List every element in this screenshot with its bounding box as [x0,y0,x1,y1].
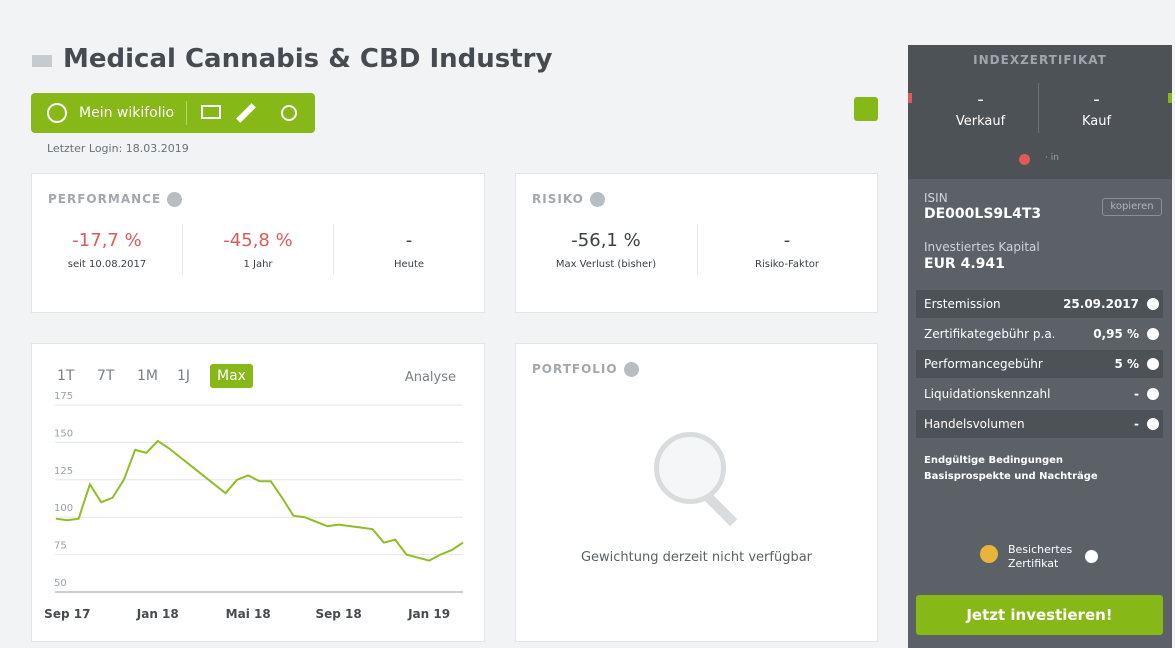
row-value: - [1134,417,1139,431]
divider [186,101,187,125]
last-login: Letzter Login: 18.03.2019 [47,142,189,155]
range-tab[interactable]: 1T [57,368,75,384]
info-icon [1147,388,1159,400]
info-icon [1147,328,1159,340]
sidebar-title: INDEXZERTIFIKAT [973,53,1107,67]
x-tick-label: Sep 18 [316,607,362,621]
info-icon [1147,358,1159,370]
range-tab[interactable]: 1M [137,368,158,384]
range-tab[interactable]: Max [210,364,253,388]
share-button[interactable] [281,105,297,121]
row-value: 0,95 % [1093,327,1139,341]
info-row: Performancegebühr 5 % [916,350,1163,378]
buy-value: - [1093,89,1100,110]
search-icon [654,432,726,504]
row-label: Erstemission [924,297,1001,311]
performance-card: PERFORMANCE -17,7 % seit 10.08.2017 -45,8… [31,173,485,313]
isin-label: ISIN [924,191,948,205]
info-icon [1147,298,1159,310]
mein-wikifolio-button[interactable]: Mein wikifolio [79,105,175,121]
portfolio-title: PORTFOLIO [532,362,618,376]
x-tick-label: Jan 19 [407,607,450,621]
label: Max Verlust (bisher) [555,259,657,270]
toolbar: Mein wikifolio [31,93,315,133]
chart-button[interactable] [854,97,878,121]
link[interactable]: Basisprospekte und Nachträge [924,471,1098,482]
copy-button[interactable]: kopieren [1102,198,1162,216]
range-tab[interactable]: 7T [97,368,115,384]
label: Risiko-Faktor [755,259,819,270]
analysis-button[interactable]: Analyse [404,370,456,385]
sell-value: - [977,89,984,110]
chart: 50 75 100 125 150 175 Sep 17 Jan 18 Mai 18 Sep 18… [44,391,464,621]
invest-button[interactable]: Jetzt investieren! [916,595,1163,635]
row-value: 5 % [1114,357,1139,371]
y-tick-label: 50 [54,578,67,589]
value: -56,1 % [571,230,641,251]
y-tick-label: 150 [54,428,73,439]
badge-icon [980,545,998,563]
y-tick-label: 175 [54,391,73,402]
label: 1 Jahr [243,259,273,270]
range-tab[interactable]: 1J [177,368,191,384]
y-tick-label: 75 [54,541,67,552]
isin: DE000LS9L4T3 [924,206,1042,222]
capital-label: Investiertes Kapital [924,240,1040,254]
risk-title: RISIKO [532,192,584,206]
info-row: Handelsvolumen - [916,410,1163,438]
price-panel: INDEXZERTIFIKAT - Verkauf - Kauf · in [908,45,1172,179]
portfolio-message: Gewichtung derzeit nicht verfügbar [580,550,813,565]
logo-icon [32,55,52,67]
sidebar: INDEXZERTIFIKAT - Verkauf - Kauf · in ISIN… [908,45,1172,648]
label: Heute [393,259,425,270]
buy-label: Kauf [1081,114,1112,129]
value: -17,7 % [72,230,142,251]
x-tick-label: Sep 17 [44,607,90,621]
sell[interactable]: - Verkauf [928,89,1033,129]
chart-card: Analyse 50 75 100 125 150 175 Sep 17 Jan 18 Mai … [31,343,485,642]
row-label: Performancegebühr [924,357,1043,371]
buy[interactable]: - Kauf [1044,89,1149,129]
row-label: Zertifikategebühr p.a. [924,327,1056,341]
info-row: Zertifikategebühr p.a. 0,95 % [916,320,1163,348]
search-handle [704,493,738,527]
info-row: Liquidationskennzahl - [916,380,1163,408]
sell-label: Verkauf [955,114,1006,129]
y-tick-label: 125 [54,466,73,477]
row-label: Liquidationskennzahl [924,387,1051,401]
link[interactable]: Endgültige Bedingungen [924,455,1064,466]
performance-title: PERFORMANCE [48,192,162,206]
row-value: - [1134,387,1139,401]
edit-button[interactable] [236,103,256,123]
info-icon [1147,418,1159,430]
badge: Besichertes Zertifikat [1008,543,1073,570]
capital: EUR 4.941 [924,256,1005,272]
row-label: Handelsvolumen [924,417,1025,431]
x-tick-label: Jan 18 [136,607,179,621]
label: seit 10.08.2017 [67,259,147,270]
portfolio-card: PORTFOLIO Gewichtung derzeit nicht verfü… [515,343,878,642]
value: -45,8 % [223,230,293,251]
value: - [405,230,413,251]
title: Medical Cannabis & CBD Industry [63,44,553,74]
status: · in [1045,153,1059,163]
x-tick-label: Mai 18 [226,607,271,621]
value: - [783,230,791,251]
user-icon [47,103,67,123]
price-line [55,439,464,562]
y-tick-label: 100 [54,503,73,514]
row-value: 25.09.2017 [1063,297,1139,311]
risk-card: RISIKO -56,1 % Max Verlust (bisher) - Risi… [515,173,878,313]
info-icon [1085,550,1098,563]
present-button[interactable] [201,105,221,119]
info-row: Erstemission 25.09.2017 [916,290,1163,318]
